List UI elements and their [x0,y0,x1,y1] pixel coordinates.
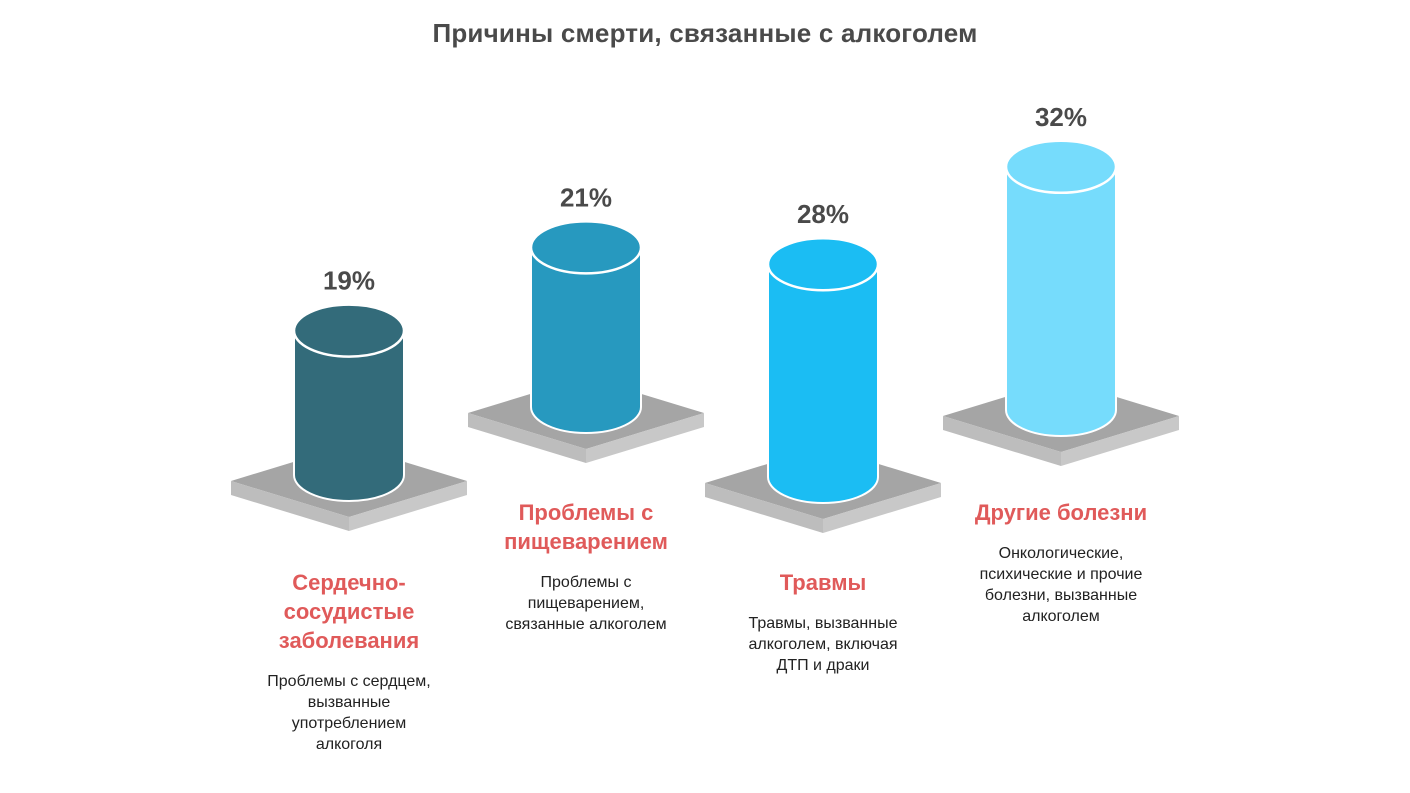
category-title: Травмы [779,570,867,595]
category-block: Травмы Травмы, вызванные алкоголем, включа… [698,568,948,676]
platform [705,447,941,533]
category-title: Другие болезни [974,500,1148,525]
chart-title: Причины смерти, связанные с алкоголем [432,18,978,48]
value-label: 32% [1035,102,1087,132]
bar-2 [529,220,643,434]
value-label: 28% [797,199,849,229]
category-description: Проблемы с сердцем, вызванные употребление… [267,673,431,753]
category-description: Травмы, вызванные алкоголем, включая ДТП и… [748,615,898,674]
category-block: Сердечно-сосудистые заболевания Проблемы с… [224,568,474,755]
value-label: 19% [323,266,375,296]
category-title: Сердечно-сосудистые заболевания [278,570,420,653]
category-description: Онкологические, психические и прочие болез… [979,545,1143,625]
category-block: Проблемы с пищеварением Проблемы с пищеваре… [461,498,711,635]
category-title: Проблемы с пищеварением [504,500,668,554]
category-description: Проблемы с пищеварением, связанные алкогол… [505,574,667,633]
category-block: Другие болезни Онкологические, психические… [936,498,1186,627]
bar-3 [766,236,880,504]
bar-4 [1004,139,1118,437]
value-label: 21% [560,182,612,212]
bar-1 [292,303,406,502]
